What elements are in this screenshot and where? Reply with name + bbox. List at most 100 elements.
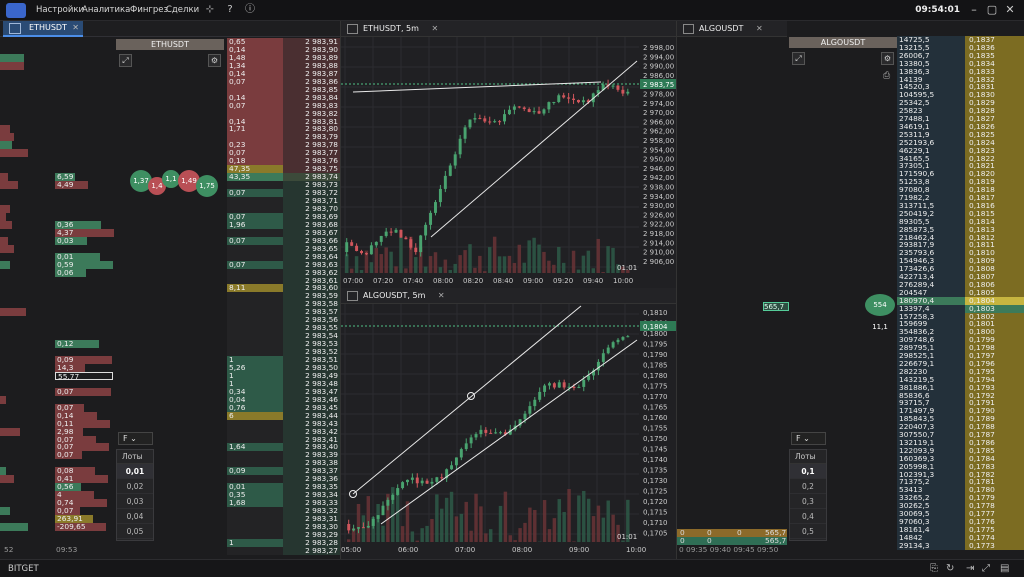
trend-line[interactable] bbox=[352, 305, 582, 495]
eth-book-row[interactable]: 2 983,29 bbox=[227, 530, 340, 539]
eth-book-row[interactable]: 0,07 2 983,83 bbox=[227, 101, 340, 110]
eth-book-row[interactable]: 2 983,54 bbox=[227, 332, 340, 341]
eth-book-row[interactable]: 2 983,67 bbox=[227, 228, 340, 237]
algo-book-row[interactable]: 185843,5 0,1789 bbox=[897, 415, 1024, 424]
eth-book-row[interactable]: 0,14 2 983,90 bbox=[227, 45, 340, 54]
layout-icon[interactable]: ▤ bbox=[1000, 563, 1010, 574]
eth-book-row[interactable]: 1,64 2 983,40 bbox=[227, 443, 340, 452]
algo-book-row[interactable]: 89305,5 0,1814 bbox=[897, 217, 1024, 226]
eth-book-row[interactable]: 0,18 2 983,76 bbox=[227, 157, 340, 166]
eth-book-row[interactable]: 0,14 2 983,81 bbox=[227, 117, 340, 126]
menu-settings[interactable]: Настройки bbox=[36, 5, 85, 15]
trend-line[interactable] bbox=[380, 339, 638, 525]
algo-book-row[interactable]: 307550,7 0,1787 bbox=[897, 431, 1024, 439]
algo-book-row[interactable]: 71375,2 0,1781 bbox=[897, 478, 1024, 487]
algo-book-row[interactable]: 235793,6 0,1810 bbox=[897, 249, 1024, 258]
algo-book-row[interactable]: 97080,8 0,1818 bbox=[897, 186, 1024, 195]
menu-deals[interactable]: Сделки bbox=[166, 5, 200, 15]
pin-icon[interactable]: ⊹ bbox=[205, 4, 215, 15]
algo-book-row[interactable]: 25342,5 0,1829 bbox=[897, 99, 1024, 108]
algo-book-row[interactable]: 53413 0,1780 bbox=[897, 486, 1024, 495]
algo-book-row[interactable]: 220407,3 0,1788 bbox=[897, 423, 1024, 432]
algo-book-row[interactable]: 143219,5 0,1794 bbox=[897, 375, 1024, 384]
eth-book-row[interactable]: 2 983,62 bbox=[227, 268, 340, 277]
eth-book-row[interactable]: 2 983,57 bbox=[227, 308, 340, 317]
lot-level-5[interactable]: 0,5 bbox=[790, 524, 826, 539]
gear-icon[interactable]: ⚙ bbox=[208, 54, 221, 67]
algo-book-row[interactable]: 71982,2 0,1817 bbox=[897, 194, 1024, 202]
eth-book-row[interactable]: 2 983,55 bbox=[227, 324, 340, 333]
algo-tab-header[interactable]: ALGOUSDT ✕ bbox=[677, 21, 787, 37]
algo-book-row[interactable]: 51253,8 0,1819 bbox=[897, 178, 1024, 187]
restore-button[interactable]: ▢ bbox=[986, 3, 998, 16]
help-icon[interactable]: ? bbox=[227, 4, 233, 15]
algo-book-row[interactable]: 157258,3 0,1802 bbox=[897, 312, 1024, 321]
eth-book-row[interactable]: 2 983,65 bbox=[227, 244, 340, 253]
algo-book-row[interactable]: 252193,6 0,1824 bbox=[897, 138, 1024, 147]
algo-book-row[interactable]: 46229,1 0,1823 bbox=[897, 146, 1024, 155]
refresh-icon[interactable]: ↻ bbox=[946, 563, 955, 574]
trend-handle[interactable] bbox=[349, 490, 357, 498]
algo-book-row[interactable]: 204547 0,1805 bbox=[897, 288, 1024, 297]
lot-level-3[interactable]: 0,3 bbox=[790, 494, 826, 509]
eth-book-row[interactable]: 47,35 2 983,75 bbox=[227, 165, 340, 174]
lot-level-1[interactable]: 0,01 bbox=[117, 464, 153, 479]
eth-book-row[interactable]: 1,68 2 983,33 bbox=[227, 499, 340, 508]
screenshot-icon[interactable]: ⎘ bbox=[930, 563, 938, 574]
algo-book-row[interactable]: 282230 0,1795 bbox=[897, 367, 1024, 376]
algo-book-row[interactable]: 298525,1 0,1797 bbox=[897, 352, 1024, 360]
eth-book-row[interactable]: 2 983,61 bbox=[227, 276, 340, 285]
eth-book-row[interactable]: 0,23 2 983,78 bbox=[227, 141, 340, 150]
algo-book-row[interactable]: 250419,2 0,1815 bbox=[897, 209, 1024, 218]
eth-book-row[interactable]: 2 983,27 bbox=[227, 546, 340, 555]
filter-select[interactable]: F ⌄ bbox=[118, 432, 153, 445]
trend-line[interactable] bbox=[352, 81, 602, 93]
algo-book-row[interactable]: 171497,9 0,1790 bbox=[897, 407, 1024, 416]
chart-toggle-icon[interactable]: ⤢ bbox=[792, 52, 805, 65]
algo-book-row[interactable]: 30069,5 0,1777 bbox=[897, 510, 1024, 518]
algo-book-row[interactable]: 154946,3 0,1809 bbox=[897, 257, 1024, 266]
close-icon[interactable]: ✕ bbox=[72, 23, 79, 32]
algo-book-row[interactable]: 37305,1 0,1821 bbox=[897, 162, 1024, 171]
gear-icon[interactable]: ⚙ bbox=[881, 52, 894, 65]
eth-book-row[interactable]: 2 983,36 bbox=[227, 475, 340, 484]
algo-book-row[interactable]: 14139 0,1832 bbox=[897, 75, 1024, 84]
eth-book-row[interactable]: 0,09 2 983,37 bbox=[227, 467, 340, 476]
algo-book-row[interactable]: 205998,1 0,1783 bbox=[897, 462, 1024, 471]
close-icon[interactable]: ✕ bbox=[437, 291, 445, 300]
eth-book-row[interactable]: 0,07 2 983,72 bbox=[227, 189, 340, 198]
eth-book-row[interactable]: 0,01 2 983,35 bbox=[227, 483, 340, 492]
eth-book-row[interactable]: 2 983,38 bbox=[227, 459, 340, 468]
eth-book-row[interactable]: 2 983,41 bbox=[227, 435, 340, 444]
algo-book-row[interactable]: 159699 0,1801 bbox=[897, 320, 1024, 329]
lot-level-5[interactable]: 0,05 bbox=[117, 524, 153, 539]
eth-book-row[interactable]: 2 983,71 bbox=[227, 197, 340, 205]
algo-book-row[interactable]: 18161,4 0,1775 bbox=[897, 525, 1024, 534]
algo-book-row[interactable]: 218462,4 0,1812 bbox=[897, 233, 1024, 242]
eth-book-row[interactable]: 0,07 2 983,63 bbox=[227, 260, 340, 269]
eth-book-row[interactable]: 2 983,42 bbox=[227, 427, 340, 436]
eth-book-row[interactable]: 43,35 2 983,74 bbox=[227, 173, 340, 182]
tab-ethusdt[interactable]: ETHUSDT ✕ bbox=[3, 21, 83, 37]
eth-book-row[interactable]: 0,14 2 983,84 bbox=[227, 93, 340, 102]
algo-book-row[interactable]: 171590,6 0,1820 bbox=[897, 170, 1024, 179]
trend-handle[interactable] bbox=[467, 392, 475, 400]
eth-book-row[interactable]: 2 983,43 bbox=[227, 419, 340, 428]
algo-book-row[interactable]: 25311,9 0,1825 bbox=[897, 130, 1024, 139]
close-icon[interactable]: ✕ bbox=[431, 24, 439, 33]
algo-book-row[interactable]: 102391,3 0,1782 bbox=[897, 470, 1024, 479]
eth-book-row[interactable]: 2 983,79 bbox=[227, 133, 340, 142]
eth-book-row[interactable]: 5,26 2 983,50 bbox=[227, 363, 340, 372]
eth-book-row[interactable]: 1,96 2 983,68 bbox=[227, 220, 340, 229]
eth-book-row[interactable]: 0,14 2 983,87 bbox=[227, 69, 340, 78]
algo-book-row[interactable]: 27488,1 0,1827 bbox=[897, 115, 1024, 123]
algo-book-row[interactable]: 13836,3 0,1833 bbox=[897, 67, 1024, 76]
eth-book-row[interactable]: 2 983,30 bbox=[227, 522, 340, 531]
menu-analytics[interactable]: Аналитика bbox=[82, 5, 131, 15]
eth-book-row[interactable]: 2 983,39 bbox=[227, 451, 340, 460]
